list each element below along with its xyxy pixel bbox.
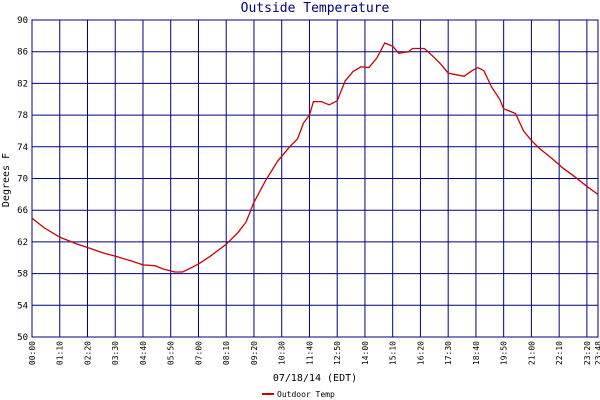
y-tick-label: 78 [17, 111, 28, 121]
x-tick-label: 14:00 [361, 341, 370, 365]
x-tick-label: 21:00 [527, 341, 536, 365]
x-axis-label: 07/18/14 (EDT) [273, 373, 357, 384]
x-tick-label: 08:10 [222, 341, 231, 365]
data-line [31, 42, 599, 273]
y-tick-label: 74 [17, 143, 28, 153]
x-tick-label: 00:00 [28, 341, 37, 365]
x-tick-label: 03:30 [111, 341, 120, 365]
x-tick-label: 15:10 [389, 341, 398, 365]
x-tick-label: 12:50 [333, 341, 342, 365]
x-tick-label: 05:50 [167, 341, 176, 365]
x-tick-label: 01:10 [56, 341, 65, 365]
y-tick-label: 70 [17, 175, 28, 185]
legend-label: Outdoor Temp [277, 390, 335, 399]
y-axis-label: Degrees F [1, 153, 12, 207]
x-tick-label: 23:20 [583, 341, 592, 365]
x-tick-label: 22:10 [555, 341, 564, 365]
y-tick-label: 66 [17, 206, 28, 216]
x-tick-label: 02:20 [83, 341, 92, 365]
x-tick-label: 04:40 [139, 341, 148, 365]
y-tick-label: 90 [17, 16, 28, 26]
x-tick-label: 07:00 [194, 341, 203, 365]
x-tick-label: 18:40 [472, 341, 481, 365]
x-tick-label: 11:40 [305, 341, 314, 365]
x-tick-label: 09:20 [250, 341, 259, 365]
y-tick-label: 58 [17, 270, 28, 280]
y-tick-label: 62 [17, 238, 28, 248]
x-tick-label: 17:30 [444, 341, 453, 365]
x-tick-label: 16:20 [416, 341, 425, 365]
y-tick-label: 50 [17, 333, 28, 343]
chart-title: Outside Temperature [241, 1, 390, 16]
x-tick-label: 19:50 [500, 341, 509, 365]
x-tick-label: 23:48 [594, 341, 600, 365]
y-tick-label: 86 [17, 48, 28, 58]
x-tick-label: 10:30 [278, 341, 287, 365]
y-tick-label: 82 [17, 79, 28, 89]
y-tick-label: 54 [17, 301, 28, 311]
